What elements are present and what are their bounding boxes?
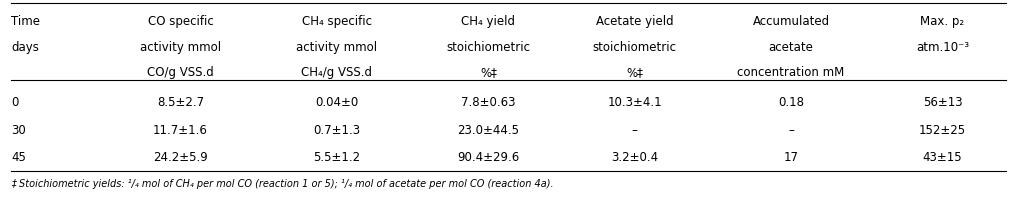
Text: 0: 0 <box>11 96 19 109</box>
Text: activity mmol: activity mmol <box>296 41 377 54</box>
Text: CH₄ yield: CH₄ yield <box>461 15 515 28</box>
Text: concentration mM: concentration mM <box>737 66 844 79</box>
Text: Acetate yield: Acetate yield <box>595 15 673 28</box>
Text: atm.10⁻³: atm.10⁻³ <box>915 41 969 54</box>
Text: days: days <box>11 41 39 54</box>
Text: ‡ Stoichiometric yields: ¹/₄ mol of CH₄ per mol CO (reaction 1 or 5); ¹/₄ mol of: ‡ Stoichiometric yields: ¹/₄ mol of CH₄ … <box>11 179 554 189</box>
Text: 17: 17 <box>783 151 798 164</box>
Text: –: – <box>631 124 637 137</box>
Text: 23.0±44.5: 23.0±44.5 <box>457 124 519 137</box>
Text: 24.2±5.9: 24.2±5.9 <box>153 151 207 164</box>
Text: 11.7±1.6: 11.7±1.6 <box>153 124 207 137</box>
Text: 30: 30 <box>11 124 26 137</box>
Text: stoichiometric: stoichiometric <box>592 41 676 54</box>
Text: CO/g VSS.d: CO/g VSS.d <box>147 66 213 79</box>
Text: Time: Time <box>11 15 40 28</box>
Text: 3.2±0.4: 3.2±0.4 <box>611 151 657 164</box>
Text: CO specific: CO specific <box>148 15 213 28</box>
Text: CH₄/g VSS.d: CH₄/g VSS.d <box>301 66 372 79</box>
Text: acetate: acetate <box>768 41 813 54</box>
Text: 8.5±2.7: 8.5±2.7 <box>157 96 204 109</box>
Text: 0.7±1.3: 0.7±1.3 <box>313 124 360 137</box>
Text: 7.8±0.63: 7.8±0.63 <box>461 96 515 109</box>
Text: 56±13: 56±13 <box>922 96 961 109</box>
Text: 0.04±0: 0.04±0 <box>315 96 358 109</box>
Text: 0.18: 0.18 <box>777 96 804 109</box>
Text: %‡: %‡ <box>626 66 642 79</box>
Text: 5.5±1.2: 5.5±1.2 <box>313 151 360 164</box>
Text: 43±15: 43±15 <box>922 151 961 164</box>
Text: 45: 45 <box>11 151 26 164</box>
Text: CH₄ specific: CH₄ specific <box>301 15 372 28</box>
Text: 152±25: 152±25 <box>918 124 966 137</box>
Text: 10.3±4.1: 10.3±4.1 <box>607 96 661 109</box>
Text: stoichiometric: stoichiometric <box>446 41 530 54</box>
Text: Accumulated: Accumulated <box>752 15 829 28</box>
Text: –: – <box>788 124 794 137</box>
Text: activity mmol: activity mmol <box>140 41 220 54</box>
Text: %‡: %‡ <box>479 66 496 79</box>
Text: 90.4±29.6: 90.4±29.6 <box>457 151 519 164</box>
Text: Max. p₂: Max. p₂ <box>920 15 963 28</box>
